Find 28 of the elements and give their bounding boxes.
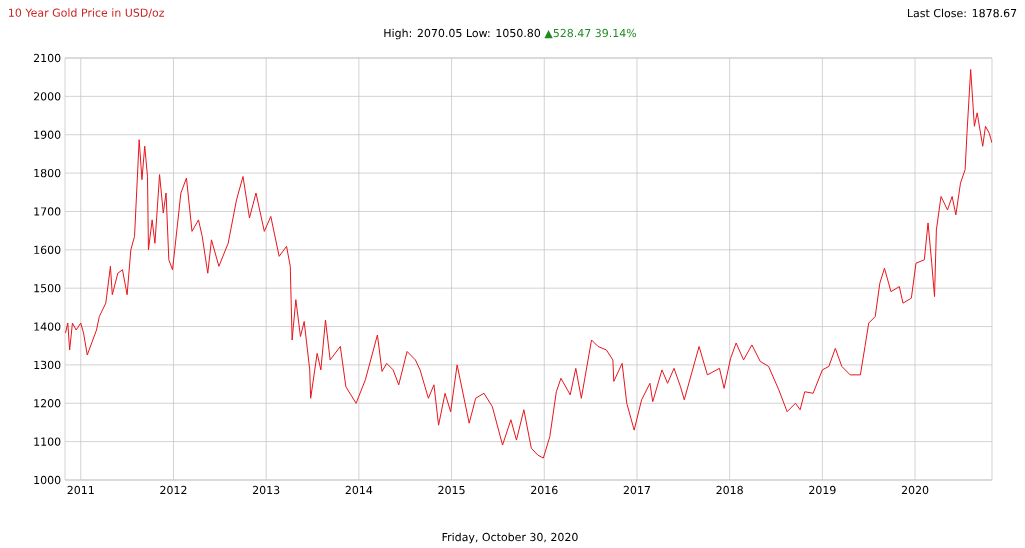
x-tick-label: 2017	[623, 485, 651, 495]
x-tick-label: 2018	[716, 485, 743, 495]
x-axis-title: Friday, October 30, 2020	[442, 532, 578, 544]
y-tick-label: 1500	[34, 284, 61, 293]
y-tick-label: 1200	[34, 399, 61, 408]
y-tick-label: 2000	[33, 92, 61, 101]
y-tick-label: 1300	[34, 360, 61, 370]
x-tick-label: 2016	[531, 485, 558, 495]
x-tick-label: 2013	[252, 485, 280, 495]
text: ▲528.47 39.14%	[544, 28, 637, 39]
text: Last Close: 1878.67	[907, 8, 1017, 18]
chart-subtitle: High: 2070.05 Low: 1050.80	[384, 28, 541, 40]
x-tick-label: 2012	[160, 485, 187, 495]
line-series	[65, 69, 992, 459]
x-tick-label: 2019	[809, 485, 836, 495]
y-tick-label: 1800	[34, 168, 61, 178]
y-tick-label: 2100	[33, 53, 61, 63]
x-tick-label: 2015	[438, 485, 465, 495]
x-tick-label: 2011	[67, 485, 94, 495]
x-tick-label: 2020	[901, 485, 929, 495]
y-tick-label: 1900	[34, 130, 61, 139]
y-tick-label: 1600	[34, 245, 61, 254]
x-tick-label: 2014	[345, 485, 373, 495]
y-tick-label: 1100	[34, 437, 61, 446]
chart-title: 10 Year Gold Price in USD/oz	[9, 8, 165, 18]
y-tick-label: 1400	[34, 322, 61, 331]
y-tick-label: 1700	[34, 207, 61, 216]
y-tick-label: 1000	[34, 475, 61, 485]
